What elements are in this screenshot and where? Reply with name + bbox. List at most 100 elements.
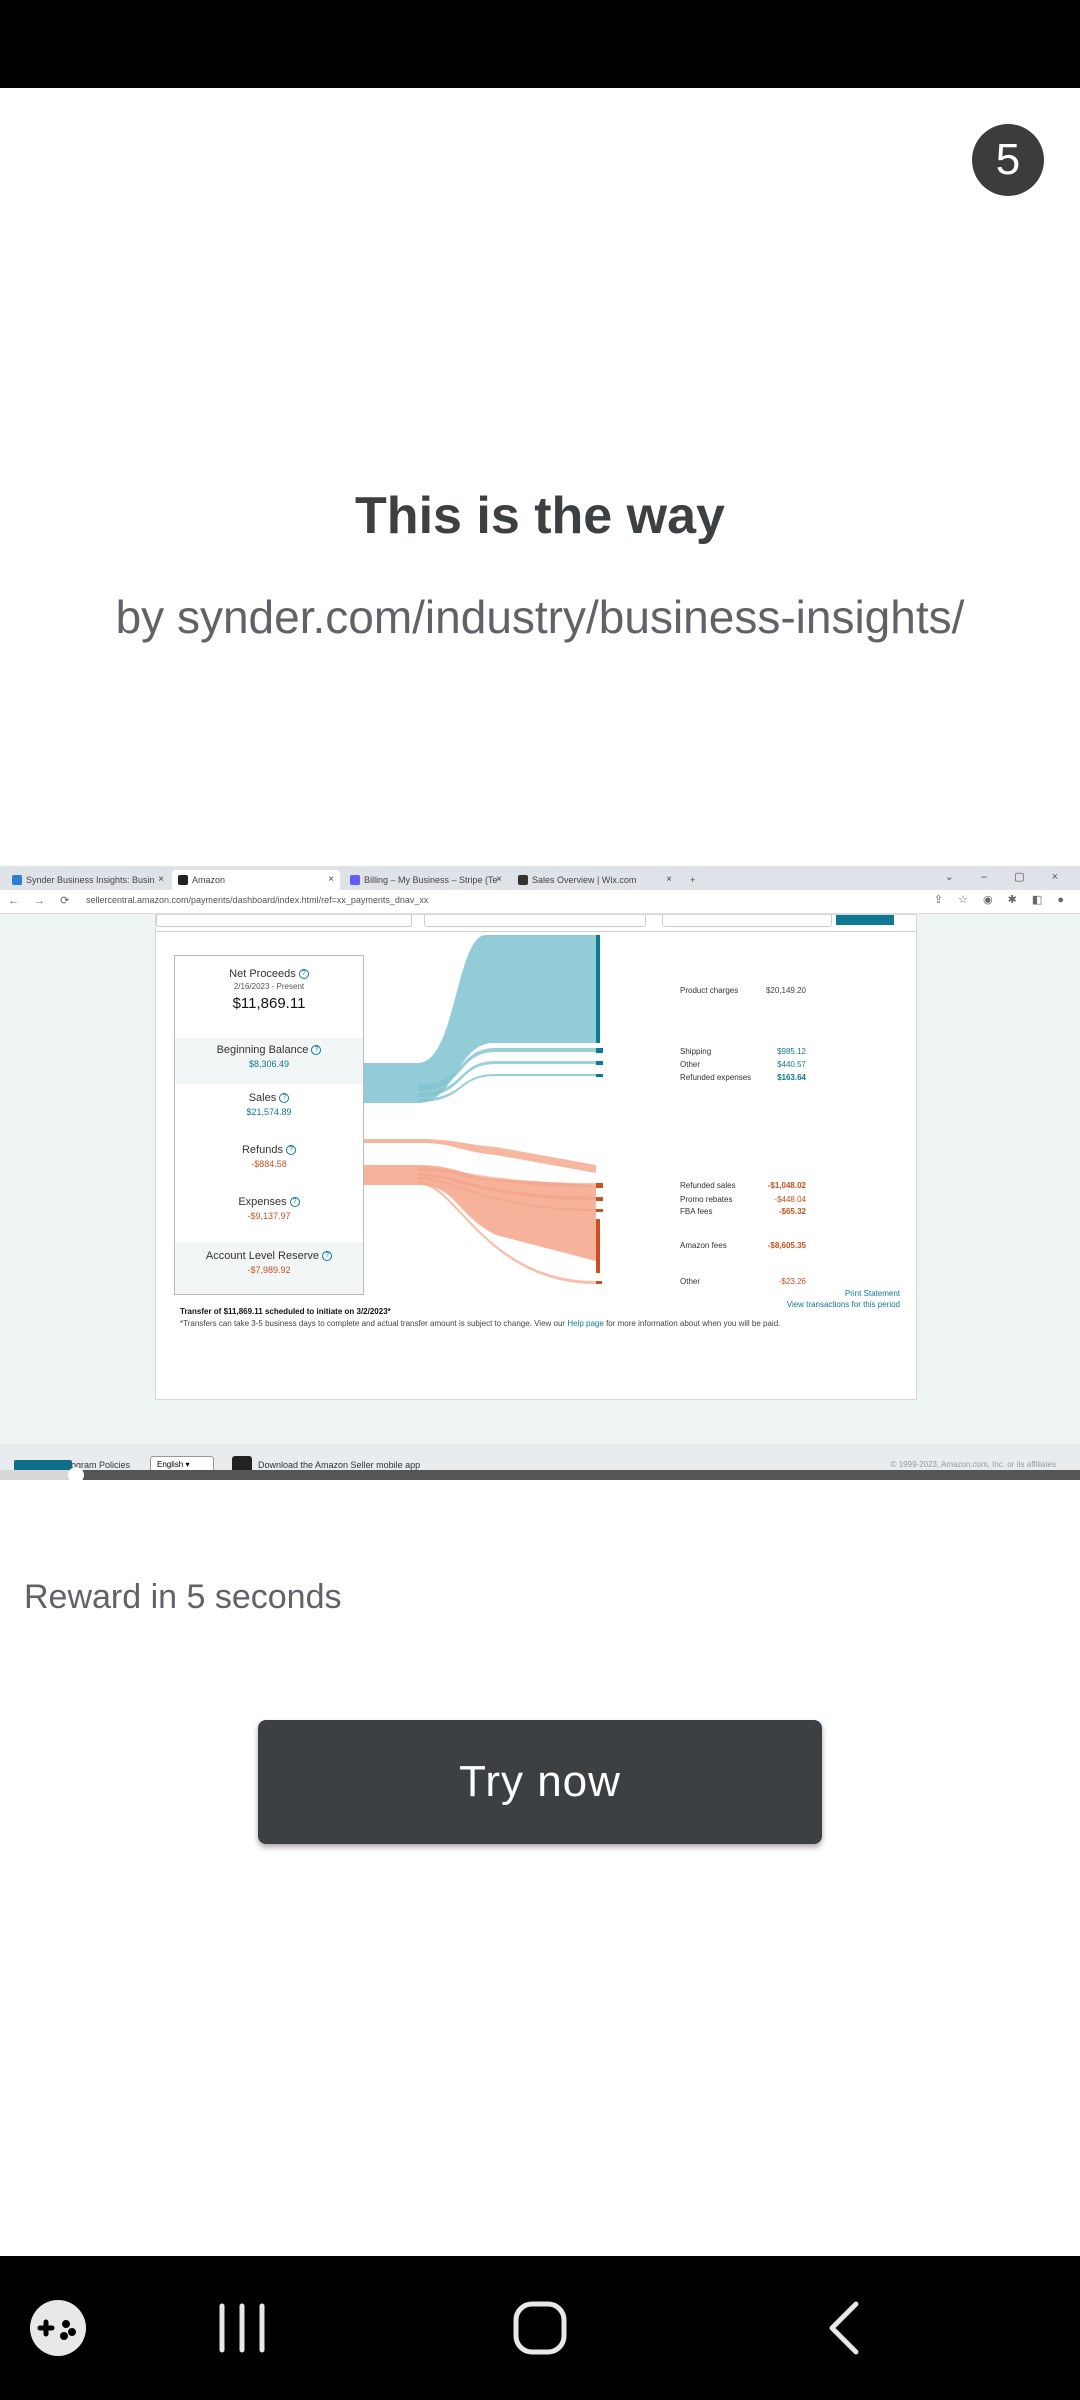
tab-label: Billing – My Business – Stripe (Te	[364, 875, 498, 885]
transfer-disclaimer: *Transfers can take 3-5 business days to…	[180, 1319, 780, 1328]
amazon-fees-value: -$8,605.35	[767, 1241, 806, 1250]
beginning-balance-value: $8,306.49	[248, 1059, 290, 1069]
back-icon[interactable]	[814, 2296, 878, 2360]
tab-favicon	[518, 875, 528, 885]
refunds-label: Refunds	[241, 1144, 283, 1156]
game-launcher-icon[interactable]	[26, 2296, 90, 2360]
video-progress-bar[interactable]	[0, 1467, 1080, 1483]
help-icon: ?	[322, 1251, 333, 1262]
date-field	[156, 915, 412, 927]
browser-tab: Billing – My Business – Stripe (Te ×	[344, 870, 508, 890]
other-expense-value: -$23.26	[778, 1277, 806, 1286]
expenses-label: Expenses	[238, 1196, 287, 1208]
browser-tab: Synder Business Insights: Busin ×	[6, 870, 170, 890]
footer-program-policies: Program Policies	[62, 1460, 131, 1470]
date-range: 2/16/2023 - Present	[233, 982, 305, 991]
refunded-expenses-label: Refunded expenses	[680, 1073, 752, 1082]
footer-download-app: Download the Amazon Seller mobile app	[258, 1460, 421, 1470]
net-proceeds: Net Proceeds ? 2/16/2023 - Present $11,8…	[175, 968, 363, 1012]
refunds-band	[364, 1139, 596, 1173]
other-income-label: Other	[680, 1060, 701, 1069]
account-level-reserve: Account Level Reserve ? -$7,989.92	[175, 1242, 363, 1294]
video-progress-thumb[interactable]	[67, 1467, 84, 1483]
promo-rebates-label: Promo rebates	[680, 1195, 733, 1204]
tab-label: Synder Business Insights: Busin	[26, 875, 155, 885]
fba-fees-flow	[418, 1177, 596, 1211]
ad-screen: 5 This is the way by synder.com/industry…	[0, 88, 1080, 2256]
net-proceeds-value: $11,869.11	[232, 995, 306, 1012]
help-icon: ?	[286, 1145, 297, 1156]
disclaimer-text: *Transfers can take 3-5 business days to…	[180, 1319, 566, 1328]
help-icon: ?	[298, 969, 309, 980]
apply-button	[836, 915, 894, 925]
address-bar: ← → ⟳ sellercentral.amazon.com/payments/…	[0, 890, 1080, 914]
help-icon: ?	[289, 1197, 300, 1208]
footer-copyright: © 1999-2023, Amazon.com, Inc. or its aff…	[890, 1460, 1056, 1469]
transfer-note: Transfer of $11,869.11 scheduled to init…	[180, 1307, 391, 1316]
amazon-fees-bar	[596, 1219, 600, 1273]
tab-favicon	[178, 875, 188, 885]
tab-label: Sales Overview | Wix.com	[532, 875, 637, 885]
fba-fees-value: -$65.32	[778, 1207, 806, 1216]
help-icon: ?	[311, 1045, 322, 1056]
refunded-expenses-flow	[418, 1074, 596, 1102]
try-now-button[interactable]: Try now	[258, 1720, 822, 1844]
browser-tab-active: Amazon ×	[172, 870, 340, 890]
view-transactions-link: View transactions for this period	[786, 1300, 900, 1309]
fba-fees-label: FBA fees	[680, 1207, 713, 1216]
help-icon: ?	[279, 1093, 290, 1104]
speaker-icon[interactable]	[28, 1468, 92, 1532]
video-progress-fill	[0, 1470, 76, 1480]
refunded-sales-bar	[596, 1183, 603, 1188]
refunds-value: -$884.58	[251, 1159, 287, 1169]
help-page-link: Help page	[567, 1319, 604, 1328]
expenses-band	[364, 1165, 596, 1261]
other-expense-bar	[596, 1281, 602, 1284]
divider	[156, 931, 916, 932]
refunded-sales-label: Refunded sales	[680, 1181, 736, 1190]
sankey-diagram	[364, 935, 603, 1284]
shipping-bar	[596, 1048, 603, 1053]
ad-video[interactable]: Synder Business Insights: Busin × Amazon…	[0, 866, 1080, 1474]
reward-countdown-text: Reward in 5 seconds	[24, 1578, 342, 1616]
close-icon: ×	[666, 874, 672, 885]
other-income-value: $440.57	[777, 1060, 806, 1069]
sales-label: Sales	[248, 1092, 277, 1104]
tab-label: Amazon	[192, 875, 226, 885]
shipping-label: Shipping	[680, 1047, 712, 1056]
status-bar	[0, 0, 1080, 88]
sales: Sales ? $21,574.89	[175, 1092, 363, 1117]
seller-footer: Help Program Policies English ▾ Download…	[0, 1444, 1080, 1474]
window-controls-icon: ⌄ – ▢ ×	[944, 871, 1070, 883]
other-expense-label: Other	[680, 1277, 701, 1286]
close-icon: ×	[328, 874, 334, 885]
product-charges-bar	[596, 935, 600, 1043]
promo-rebates-flow	[418, 1173, 596, 1200]
recent-apps-icon[interactable]	[210, 2296, 274, 2360]
fba-fees-bar	[596, 1209, 603, 1212]
reserve-label: Account Level Reserve	[205, 1250, 320, 1262]
payments-report: Net Proceeds ? 2/16/2023 - Present $11,8…	[155, 914, 917, 1400]
language-value: English	[157, 1460, 184, 1469]
ad-title[interactable]: This is the way	[355, 487, 725, 545]
refunded-expenses-bar	[596, 1074, 603, 1077]
navigation-arrows-icon: ← → ⟳	[8, 895, 76, 907]
ad-advertiser[interactable]: by synder.com/industry/business-insights…	[115, 591, 965, 643]
product-charges-label: Product charges	[680, 986, 739, 995]
promo-rebates-value: -$448.04	[774, 1195, 806, 1204]
refunded-sales-flow	[418, 1167, 596, 1187]
expenses: Expenses ? -$9,137.97	[175, 1196, 363, 1221]
address-url: sellercentral.amazon.com/payments/dashbo…	[86, 895, 429, 905]
home-icon[interactable]	[508, 2296, 572, 2360]
browser-tab: Sales Overview | Wix.com ×	[512, 870, 678, 890]
browser-toolbar-icons: ⇪ ☆ ◉ ✱ ◧ ●	[933, 894, 1070, 906]
close-icon: ×	[158, 874, 164, 885]
shipping-flow	[418, 1048, 596, 1091]
promo-rebates-bar	[596, 1197, 603, 1201]
sales-band	[364, 935, 596, 1103]
beginning-balance: Beginning Balance ? $8,306.49	[175, 1038, 363, 1084]
beginning-balance-label: Beginning Balance	[216, 1044, 309, 1056]
browser-tab-bar: Synder Business Insights: Busin × Amazon…	[0, 866, 1080, 890]
product-charges-value: $20,149.20	[765, 986, 806, 995]
tab-favicon	[350, 875, 360, 885]
